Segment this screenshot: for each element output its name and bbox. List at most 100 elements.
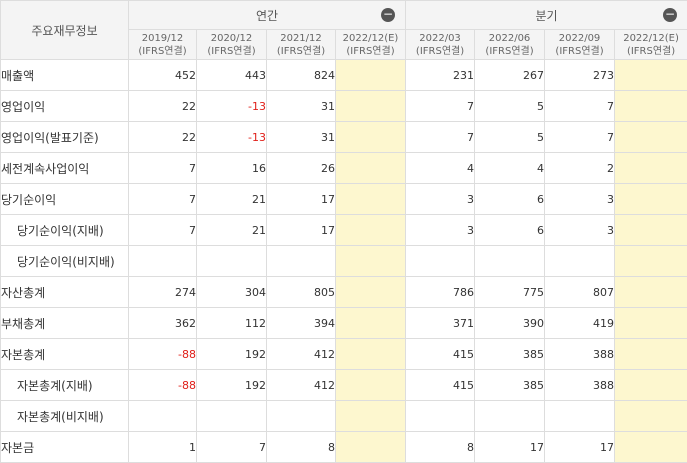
value-cell <box>336 308 406 339</box>
period-header: 2020/12(IFRS연결) <box>197 30 267 60</box>
row-label: 자본총계 <box>1 339 129 370</box>
value-cell: 16 <box>197 153 267 184</box>
value-cell: 22 <box>129 91 197 122</box>
value-cell <box>336 122 406 153</box>
value-cell <box>615 432 687 463</box>
value-cell <box>615 277 687 308</box>
value-cell: 6 <box>475 184 545 215</box>
annual-collapse-icon[interactable]: − <box>381 8 395 22</box>
value-cell: 824 <box>267 60 336 91</box>
row-label: 영업이익 <box>1 91 129 122</box>
value-cell: 7 <box>545 91 615 122</box>
period-basis: (IFRS연결) <box>615 45 687 58</box>
value-cell <box>336 432 406 463</box>
value-cell: 267 <box>475 60 545 91</box>
value-cell <box>336 339 406 370</box>
value-cell: 192 <box>197 370 267 401</box>
value-cell: 412 <box>267 370 336 401</box>
value-cell <box>615 153 687 184</box>
value-cell <box>197 401 267 432</box>
value-cell <box>336 60 406 91</box>
value-cell <box>336 246 406 277</box>
value-cell: 26 <box>267 153 336 184</box>
row-label: 세전계속사업이익 <box>1 153 129 184</box>
value-cell <box>336 215 406 246</box>
value-cell: 7 <box>129 184 197 215</box>
quarter-collapse-icon[interactable]: − <box>663 8 677 22</box>
value-cell <box>406 246 475 277</box>
value-cell: 7 <box>545 122 615 153</box>
value-cell: 21 <box>197 215 267 246</box>
annual-group-label: 연간 <box>256 9 278 23</box>
value-cell: 385 <box>475 370 545 401</box>
value-cell <box>615 184 687 215</box>
value-cell: 385 <box>475 339 545 370</box>
value-cell <box>545 401 615 432</box>
period-header: 2019/12(IFRS연결) <box>129 30 197 60</box>
period-header: 2022/06(IFRS연결) <box>475 30 545 60</box>
value-cell <box>615 339 687 370</box>
value-cell: 415 <box>406 339 475 370</box>
value-cell: 394 <box>267 308 336 339</box>
row-label: 당기순이익(비지배) <box>1 246 129 277</box>
table-header: 주요재무정보 연간 − 분기 − 2019/12(IFRS연결) 2020/12… <box>1 1 687 60</box>
value-cell <box>475 246 545 277</box>
value-cell: 192 <box>197 339 267 370</box>
period-date: 2022/03 <box>406 32 474 45</box>
value-cell: 443 <box>197 60 267 91</box>
value-cell: 17 <box>475 432 545 463</box>
period-header: 2022/09(IFRS연결) <box>545 30 615 60</box>
value-cell: 775 <box>475 277 545 308</box>
value-cell: 31 <box>267 91 336 122</box>
value-cell: 17 <box>545 432 615 463</box>
value-cell: 17 <box>267 215 336 246</box>
value-cell: 3 <box>406 184 475 215</box>
value-cell: 31 <box>267 122 336 153</box>
quarter-group-header: 분기 − <box>406 1 687 30</box>
period-basis: (IFRS연결) <box>336 45 405 58</box>
value-cell: 7 <box>406 91 475 122</box>
value-cell: 3 <box>406 215 475 246</box>
value-cell: 112 <box>197 308 267 339</box>
value-cell: 8 <box>406 432 475 463</box>
value-cell: -13 <box>197 122 267 153</box>
value-cell: 5 <box>475 91 545 122</box>
value-cell <box>615 60 687 91</box>
value-cell <box>336 184 406 215</box>
row-label: 당기순이익(지배) <box>1 215 129 246</box>
period-date: 2022/06 <box>475 32 544 45</box>
value-cell <box>197 246 267 277</box>
value-cell: 7 <box>406 122 475 153</box>
value-cell: 4 <box>475 153 545 184</box>
period-basis: (IFRS연결) <box>406 45 474 58</box>
period-basis: (IFRS연결) <box>545 45 614 58</box>
value-cell: 390 <box>475 308 545 339</box>
quarter-group-label: 분기 <box>536 9 558 23</box>
value-cell: 1 <box>129 432 197 463</box>
period-date: 2021/12 <box>267 32 335 45</box>
header-group-row: 주요재무정보 연간 − 분기 − <box>1 1 687 30</box>
value-cell <box>336 370 406 401</box>
value-cell: 3 <box>545 215 615 246</box>
period-basis: (IFRS연결) <box>129 45 196 58</box>
value-cell <box>336 91 406 122</box>
value-cell: 8 <box>267 432 336 463</box>
row-label: 영업이익(발표기준) <box>1 122 129 153</box>
value-cell <box>615 401 687 432</box>
period-basis: (IFRS연결) <box>197 45 266 58</box>
period-basis: (IFRS연결) <box>267 45 335 58</box>
value-cell <box>267 401 336 432</box>
period-basis: (IFRS연결) <box>475 45 544 58</box>
period-header-estimate: 2022/12(E)(IFRS연결) <box>336 30 406 60</box>
period-date: 2019/12 <box>129 32 196 45</box>
table-row: 당기순이익(비지배) <box>1 246 687 277</box>
